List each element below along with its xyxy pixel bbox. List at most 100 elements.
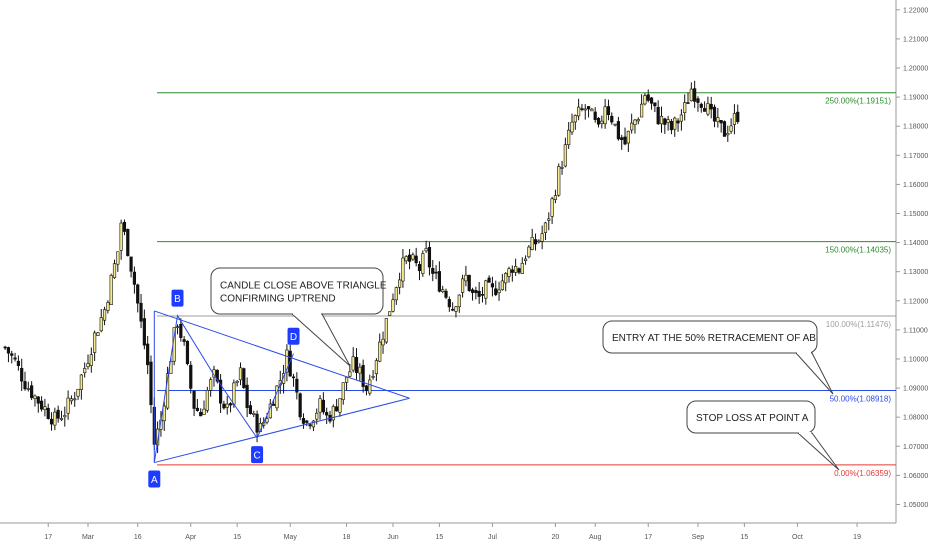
candle <box>590 107 594 112</box>
candle-body <box>79 374 83 390</box>
candle-body <box>457 294 461 308</box>
candle-body <box>623 136 627 145</box>
candle-body <box>43 406 47 410</box>
point-badge-label: B <box>174 294 181 305</box>
y-tick-label: 1.19000 <box>903 95 928 102</box>
candle <box>620 134 624 150</box>
candle-body <box>434 271 438 274</box>
candle-body <box>83 368 87 374</box>
candle <box>454 305 458 318</box>
candle-body <box>500 280 504 291</box>
point-badge-box <box>287 327 300 345</box>
candle <box>96 331 100 336</box>
candle <box>451 302 455 312</box>
candle <box>202 400 206 415</box>
candle-body <box>606 106 611 116</box>
candle <box>560 160 564 175</box>
candle <box>732 104 737 135</box>
candle <box>447 296 451 312</box>
candle <box>407 249 412 270</box>
candle <box>583 104 587 120</box>
candle-body <box>411 254 415 260</box>
candle <box>557 163 561 197</box>
candle <box>553 189 558 204</box>
candle <box>53 407 57 431</box>
candle <box>630 113 634 134</box>
candle-body <box>533 239 538 245</box>
candle-body <box>600 120 604 124</box>
candle-body <box>235 380 239 383</box>
candle-body <box>679 114 683 122</box>
candle-body <box>368 379 372 394</box>
point-badge-label: D <box>290 332 297 343</box>
candle-body <box>384 318 388 343</box>
candle <box>394 286 398 305</box>
candle-body <box>630 122 634 131</box>
point-badge-label: A <box>151 475 158 486</box>
x-tick-label: 17 <box>44 534 52 541</box>
candle-body <box>295 378 299 393</box>
candle <box>706 96 710 117</box>
candle <box>716 107 720 128</box>
candle <box>547 212 551 231</box>
candle-body <box>484 280 488 299</box>
candle-body <box>242 368 246 388</box>
candle-body <box>722 121 727 137</box>
candle-body <box>427 247 432 268</box>
candle <box>358 363 362 382</box>
candle-body <box>331 406 335 421</box>
candle-body <box>156 428 160 446</box>
candle <box>719 120 723 133</box>
candle-body <box>517 268 521 273</box>
candle-body <box>649 97 654 104</box>
candle-body <box>39 400 44 410</box>
candle-body <box>726 133 730 136</box>
candle <box>371 370 375 380</box>
candle-body <box>315 412 319 420</box>
candle <box>470 287 475 301</box>
candle-body <box>593 111 597 120</box>
candle <box>99 309 103 333</box>
candle <box>663 117 667 134</box>
candle-body <box>291 376 296 379</box>
candle-body <box>560 167 564 169</box>
candle <box>102 306 107 326</box>
candle-body <box>451 308 455 311</box>
candle-body <box>603 106 607 125</box>
y-tick-label: 1.15000 <box>903 211 928 218</box>
candle <box>59 410 64 422</box>
candle-body <box>477 290 481 297</box>
annotation-callout-2: STOP LOSS AT POINT A <box>686 400 840 471</box>
candle <box>517 267 521 275</box>
candle <box>175 324 180 335</box>
x-tick-label: 15 <box>233 534 241 541</box>
candle <box>586 106 591 118</box>
time-axis[interactable]: 17 Mar 16 Apr 15 May 18 Jun 15 Jul 20 Aug 17 Sep 15 Oct… <box>44 523 861 541</box>
candle <box>374 358 379 382</box>
candle-body <box>712 106 717 122</box>
candle-body <box>530 236 534 250</box>
fib-labels-layer: 250.00%(1.19151) 150.00%(1.14035) 100.00%(… <box>825 97 891 478</box>
price-axis[interactable]: 1.05000 1.06000 1.07000 1.08000 1.09000 1.100… <box>896 7 928 509</box>
candle-body <box>255 413 259 433</box>
candle <box>238 362 243 386</box>
x-tick-label: Sep <box>692 534 705 541</box>
candle-body <box>248 405 253 414</box>
candle-body <box>567 129 571 146</box>
candle-body <box>520 262 524 275</box>
candle <box>504 272 508 292</box>
candle <box>424 240 428 253</box>
candle <box>39 396 44 412</box>
candle <box>514 258 518 276</box>
candle-body <box>374 360 379 375</box>
candle <box>401 249 405 288</box>
candle <box>215 369 219 384</box>
callout-text-line: STOP LOSS AT POINT A <box>696 413 809 424</box>
candle <box>480 286 485 303</box>
candle-body <box>573 115 577 123</box>
candle-body <box>192 390 196 409</box>
candle <box>404 255 408 265</box>
candle <box>63 406 67 427</box>
candle-body <box>73 398 77 401</box>
triangle-lower-line <box>154 397 410 464</box>
